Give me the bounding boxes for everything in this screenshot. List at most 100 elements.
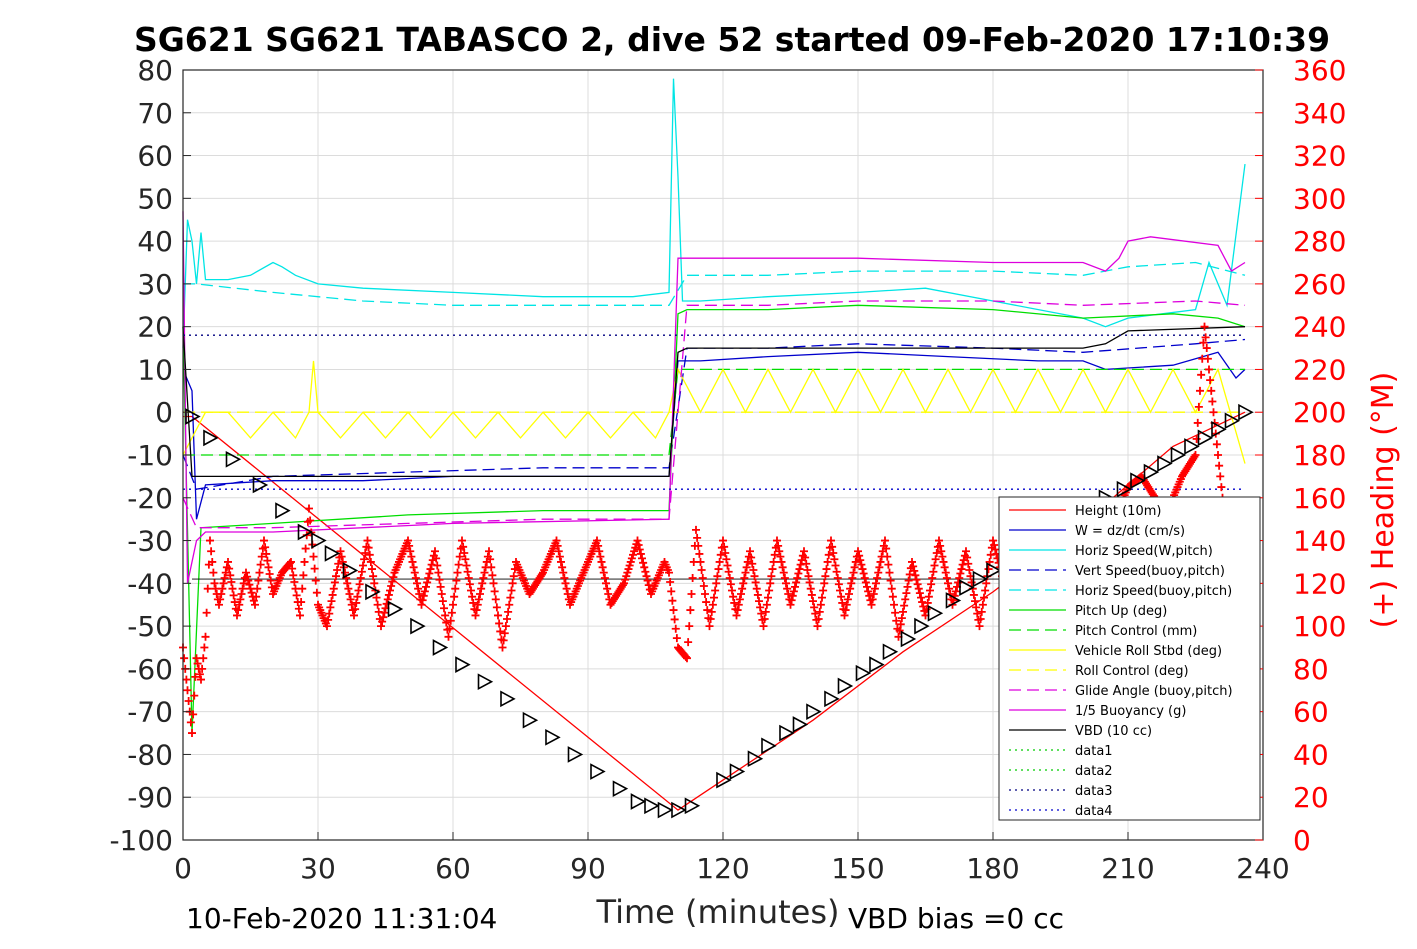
heading-point <box>684 638 693 647</box>
depth-marker <box>855 664 872 682</box>
y-tick-label: 30 <box>137 268 173 301</box>
heading-point <box>553 541 562 550</box>
heading-point <box>359 561 367 570</box>
heading-point <box>723 561 732 570</box>
legend-label-height: Height (10m) <box>1075 504 1161 519</box>
heading-point <box>814 614 823 623</box>
heading-point <box>554 547 563 556</box>
heading-point <box>336 547 345 556</box>
heading-point <box>759 622 768 631</box>
heading-point <box>719 536 727 545</box>
heading-point <box>1205 365 1213 374</box>
heading-point <box>325 609 334 618</box>
heading-point <box>365 550 374 559</box>
heading-point <box>725 573 734 582</box>
series-line-w <box>182 351 1246 520</box>
legend-label-data1: data1 <box>1075 744 1113 759</box>
heading-point <box>869 590 878 599</box>
heading-point <box>450 592 459 601</box>
heading-point <box>965 565 974 574</box>
heading-point <box>732 611 741 620</box>
heading-point <box>840 611 849 620</box>
heading-point <box>324 615 333 624</box>
heading-point <box>221 568 230 577</box>
heading-point <box>255 568 264 577</box>
heading-point <box>876 557 885 566</box>
heading-point <box>437 590 446 599</box>
heading-point <box>706 614 715 623</box>
x-tick-label: 60 <box>435 852 471 885</box>
heading-point <box>426 565 435 574</box>
heading-point <box>364 543 373 552</box>
heading-point <box>870 584 879 593</box>
legend-label-roll: Vehicle Roll Stbd (deg) <box>1075 644 1222 659</box>
heading-point <box>765 586 774 595</box>
heading-point <box>350 611 358 620</box>
heading-point <box>210 579 219 588</box>
heading-point <box>978 600 987 609</box>
heading-point <box>357 567 366 576</box>
heading-point <box>197 675 205 684</box>
heading-point <box>836 586 844 595</box>
heading-point <box>312 588 321 597</box>
right-tick-label: 100 <box>1293 610 1346 643</box>
heading-point <box>739 579 748 588</box>
right-tick-label: 240 <box>1293 311 1346 344</box>
heading-point <box>813 622 822 631</box>
heading-point <box>864 587 873 596</box>
heading-point <box>932 549 941 558</box>
heading-point <box>843 595 852 604</box>
heading-point <box>705 622 714 631</box>
series-line-buoy <box>182 211 1246 584</box>
heading-point <box>980 593 988 602</box>
heading-point <box>209 568 218 577</box>
heading-point <box>897 614 906 623</box>
heading-point <box>199 654 208 663</box>
heading-point <box>480 568 489 577</box>
heading-point <box>827 536 835 545</box>
heading-point <box>200 643 209 652</box>
heading-point <box>938 552 947 561</box>
heading-point <box>849 568 858 577</box>
depth-marker <box>630 793 647 810</box>
legend-label-horiz_w: Horiz Speed(W,pitch) <box>1075 544 1213 559</box>
heading-point <box>721 549 730 558</box>
heading-point <box>337 552 346 561</box>
heading-point <box>436 582 445 591</box>
heading-point <box>299 571 308 580</box>
heading-point <box>762 600 771 609</box>
heading-point <box>330 578 339 587</box>
heading-point <box>451 584 460 593</box>
heading-point <box>329 584 338 593</box>
heading-point <box>334 559 343 568</box>
heading-point <box>720 542 729 551</box>
heading-point <box>633 536 642 545</box>
heading-point <box>832 567 841 576</box>
heading-point <box>820 579 829 588</box>
depth-marker <box>252 476 269 494</box>
heading-point <box>496 627 505 636</box>
depth-marker <box>657 801 674 819</box>
heading-point <box>491 595 500 604</box>
heading-point <box>410 568 419 577</box>
legend-label-buoy: 1/5 Buoyancy (g) <box>1075 704 1186 719</box>
depth-marker <box>342 562 359 579</box>
heading-point <box>734 600 743 609</box>
heading-point <box>971 597 979 606</box>
heading-point <box>257 552 266 561</box>
heading-point <box>903 582 912 591</box>
heading-point <box>640 563 649 572</box>
heading-point <box>485 547 493 556</box>
heading-point <box>386 586 394 595</box>
heading-point <box>206 536 214 545</box>
heading-point <box>875 563 884 572</box>
heading-point <box>931 555 940 564</box>
heading-point <box>238 584 247 593</box>
heading-point <box>192 654 201 663</box>
heading-point <box>712 579 721 588</box>
heading-point <box>991 545 1000 554</box>
footer-timestamp: 10-Feb-2020 11:31:04 <box>186 902 497 935</box>
heading-point <box>498 643 507 652</box>
y-tick-label: -70 <box>127 696 173 729</box>
heading-point <box>182 675 191 684</box>
